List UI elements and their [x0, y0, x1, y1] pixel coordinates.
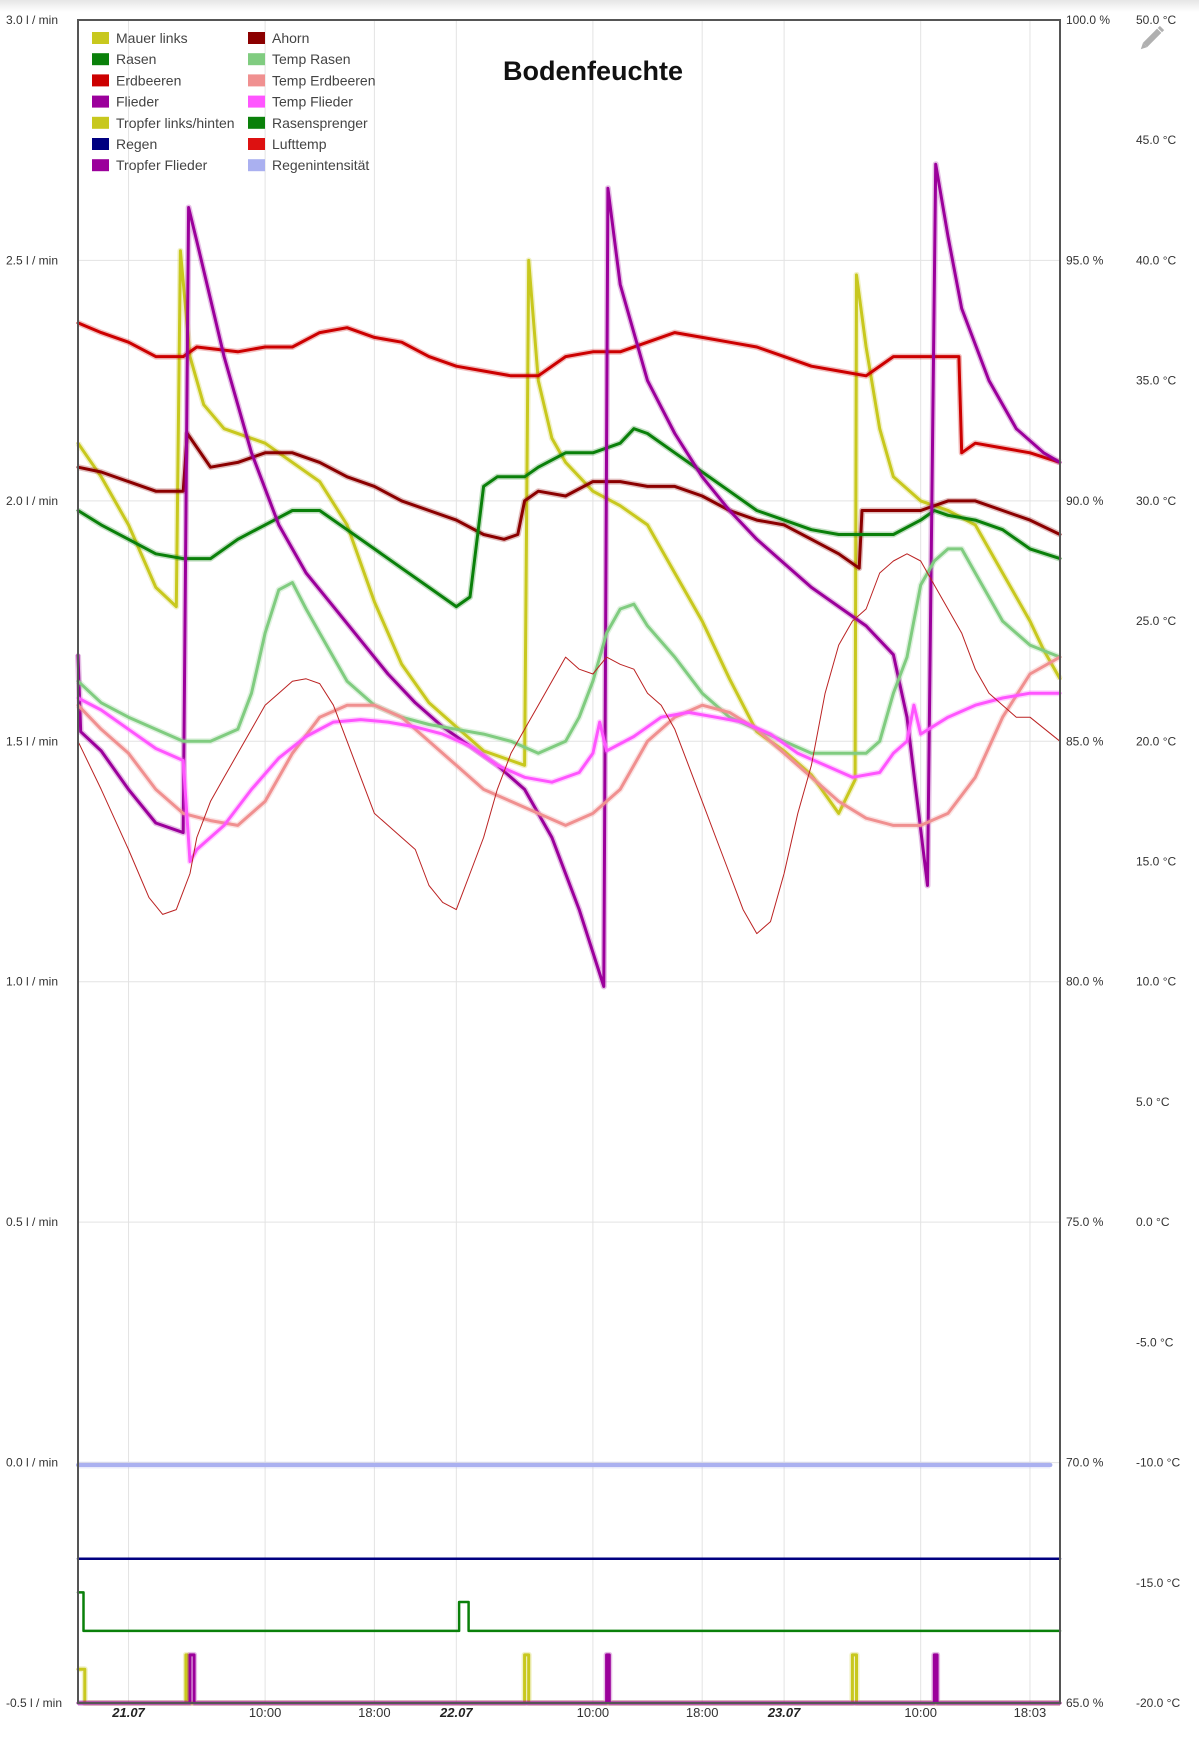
right-axis-tick: 50.0 °C [1136, 13, 1176, 27]
x-tick-label: 22.07 [439, 1705, 473, 1720]
tick-labels: 21.07 10:00 18:00 22.07 10:00 18:00 23.07 10:00… [6, 13, 1180, 1720]
series-halo [75, 247, 1063, 817]
left-axis-tick: -0.5 l / min [6, 1696, 62, 1710]
left-axis-tick: 2.5 l / min [6, 253, 58, 267]
legend-swatch [92, 159, 109, 172]
legend-label: Regen [116, 136, 157, 152]
series-line-rasensprenger [76, 1591, 1062, 1633]
legend-label: Temp Rasen [272, 51, 351, 67]
left-axis-tick: 2.0 l / min [6, 494, 58, 508]
legend-label: Flieder [116, 94, 159, 110]
legend-swatch [248, 138, 265, 150]
legend-label: Ahorn [272, 30, 309, 46]
legend-swatch [248, 74, 265, 87]
legend-swatch [92, 32, 109, 44]
x-tick-label: 23.07 [767, 1705, 801, 1720]
legend-label: Temp Flieder [272, 94, 353, 110]
right-axis-tick: -5.0 °C [1136, 1335, 1174, 1349]
legend-label: Regenintensität [272, 157, 369, 173]
x-tick-label: 18:03 [1014, 1705, 1047, 1720]
legend-swatch [248, 159, 265, 172]
middle-axis-tick: 80.0 % [1066, 975, 1104, 989]
legend-swatch [248, 95, 265, 108]
series-line-rasen [76, 427, 1062, 609]
right-axis-tick: 40.0 °C [1136, 253, 1176, 267]
middle-axis-tick: 85.0 % [1066, 734, 1104, 748]
right-axis-tick: 10.0 °C [1136, 975, 1176, 989]
legend-label: Erdbeeren [116, 72, 181, 88]
chart-title: Bodenfeuchte [503, 56, 683, 86]
legend-label: Lufttemp [272, 136, 327, 152]
left-axis-tick: 1.5 l / min [6, 734, 58, 748]
x-tick-label: 18:00 [686, 1705, 719, 1720]
right-axis-tick: 0.0 °C [1136, 1215, 1170, 1229]
right-axis-tick: 35.0 °C [1136, 374, 1176, 388]
series-line-erdbeeren [76, 321, 1062, 464]
series-line-tropfer-links-hinten [76, 1653, 1062, 1705]
series-halo [78, 1651, 1060, 1706]
series-halo [76, 425, 1061, 610]
top-bar-shadow [0, 0, 1199, 12]
right-axis-tick: -15.0 °C [1136, 1576, 1180, 1590]
x-tick-label: 18:00 [358, 1705, 391, 1720]
right-axis-tick: 15.0 °C [1136, 855, 1176, 869]
right-axis-tick: -20.0 °C [1136, 1696, 1180, 1710]
series-layer [75, 161, 1063, 1706]
legend-swatch [92, 138, 109, 150]
legend-label: Mauer links [116, 30, 188, 46]
legend: Mauer links Ahorn Rasen Temp Rasen Erdbeeren… [92, 30, 376, 173]
series-halo [75, 161, 1062, 990]
middle-axis-tick: 75.0 % [1066, 1215, 1104, 1229]
middle-axis-tick: 90.0 % [1066, 494, 1104, 508]
series-line-temp-erdbeeren [76, 655, 1062, 827]
right-axis-tick: -10.0 °C [1136, 1456, 1180, 1470]
right-axis-tick: 5.0 °C [1136, 1095, 1170, 1109]
legend-label: Tropfer links/hinten [116, 115, 235, 131]
plot-frame [77, 19, 1061, 1704]
legend-label: Tropfer Flieder [116, 157, 208, 173]
series-line-tropfer-flieder [76, 1653, 1062, 1705]
legend-swatch [248, 116, 265, 129]
series-line-lufttemp [77, 553, 1061, 935]
legend-swatch [248, 32, 265, 44]
x-tick-label: 10:00 [249, 1705, 282, 1720]
middle-axis-tick: 70.0 % [1066, 1456, 1104, 1470]
series-line-temp-rasen [76, 547, 1062, 755]
series-line-ahorn [76, 432, 1062, 570]
middle-axis-tick: 100.0 % [1066, 13, 1110, 27]
legend-label: Rasensprenger [272, 115, 368, 131]
left-axis-tick: 0.0 l / min [6, 1456, 58, 1470]
series-line-temp-flieder [76, 691, 1062, 863]
left-axis-tick: 1.0 l / min [6, 975, 58, 989]
legend-swatch [248, 53, 265, 66]
right-axis-tick: 25.0 °C [1136, 614, 1176, 628]
right-axis-tick: 30.0 °C [1136, 494, 1176, 508]
series-line-mauer-links [76, 249, 1062, 815]
grid [78, 19, 1060, 1704]
series-line-flieder [76, 162, 1062, 988]
series-halo [78, 1651, 1060, 1706]
middle-axis-tick: 95.0 % [1066, 253, 1104, 267]
right-axis-tick: 45.0 °C [1136, 133, 1176, 147]
right-axis-tick: 20.0 °C [1136, 734, 1176, 748]
pencil-icon[interactable] [1139, 25, 1165, 51]
legend-swatch [92, 95, 109, 108]
legend-swatch [92, 116, 109, 129]
x-tick-label: 10:00 [904, 1705, 937, 1720]
x-tick-label: 10:00 [577, 1705, 610, 1720]
legend-swatch [92, 74, 109, 87]
legend-label: Rasen [116, 51, 156, 67]
left-axis-tick: 0.5 l / min [6, 1215, 58, 1229]
legend-label: Temp Erdbeeren [272, 72, 376, 88]
series-halo [76, 320, 1061, 466]
legend-swatch [92, 53, 109, 66]
x-tick-label: 21.07 [111, 1705, 145, 1720]
left-axis-tick: 3.0 l / min [6, 13, 58, 27]
middle-axis-tick: 65.0 % [1066, 1696, 1104, 1710]
